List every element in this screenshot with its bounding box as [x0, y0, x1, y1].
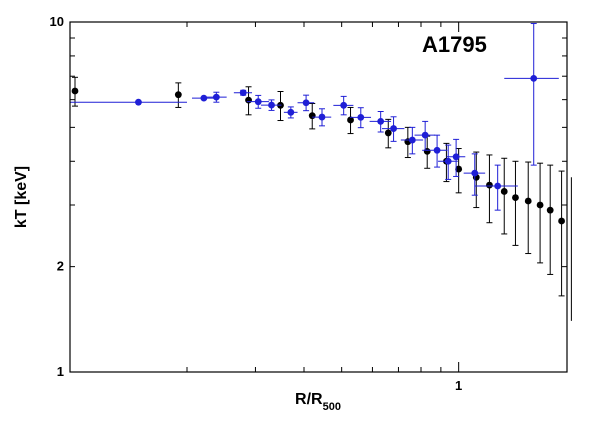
data-marker: [408, 136, 416, 144]
data-point: [333, 95, 354, 116]
data-point: [486, 154, 493, 224]
data-marker: [421, 131, 429, 139]
data-point: [205, 91, 227, 103]
data-point: [245, 86, 252, 116]
data-point: [191, 94, 215, 102]
data-point: [474, 164, 518, 211]
data-point: [446, 138, 466, 177]
x-axis-label: R/R500: [295, 391, 341, 413]
data-marker: [390, 125, 397, 132]
data-point: [70, 98, 187, 106]
data-point: [384, 118, 392, 149]
data-point: [297, 94, 315, 112]
data-marker: [308, 112, 316, 120]
plot-frame: [69, 21, 568, 373]
data-point: [233, 89, 253, 97]
data-point: [524, 161, 532, 255]
x-axis-label-subscript: 500: [323, 401, 341, 413]
x-axis-label-main: R/R: [295, 391, 323, 408]
data-marker: [558, 217, 565, 225]
data-marker: [494, 182, 502, 190]
data-marker: [239, 89, 247, 97]
data-marker: [287, 108, 295, 116]
data-marker: [486, 181, 493, 189]
data-marker: [455, 165, 463, 173]
data-point: [308, 102, 316, 130]
data-point: [546, 164, 554, 275]
data-point: [463, 153, 486, 196]
data-marker: [347, 116, 354, 124]
data-marker: [444, 157, 452, 165]
data-point: [174, 82, 182, 108]
data-marker: [254, 98, 262, 106]
data-marker: [452, 153, 460, 161]
data-marker: [524, 197, 532, 205]
data-marker: [433, 146, 441, 154]
data-point: [472, 151, 480, 209]
axis-ticks: 1 2 10 1: [50, 14, 567, 393]
data-marker: [245, 96, 252, 104]
data-marker: [200, 94, 208, 102]
data-point: [400, 126, 424, 155]
data-point: [71, 76, 79, 107]
data-point: [536, 162, 544, 264]
data-point: [260, 99, 282, 111]
data-marker: [471, 169, 479, 177]
data-point: [504, 23, 559, 166]
data-marker: [340, 101, 348, 109]
data-marker: [500, 188, 508, 195]
data-point: [414, 120, 436, 151]
data-marker: [546, 206, 554, 214]
data-marker: [530, 75, 538, 82]
data-point: [570, 177, 572, 321]
data-marker: [318, 113, 326, 121]
data-point: [349, 107, 372, 129]
data-point: [312, 108, 332, 127]
data-point: [438, 144, 458, 180]
x-tick-label: 1: [455, 378, 462, 393]
data-marker: [384, 129, 392, 137]
plot-content: [70, 23, 572, 321]
data-marker: [71, 87, 79, 95]
data-point: [277, 91, 284, 122]
data-point: [369, 110, 392, 133]
data-point: [426, 134, 448, 168]
data-point: [283, 106, 298, 119]
data-marker: [512, 194, 519, 201]
chart-title: A1795: [422, 32, 487, 57]
data-point: [347, 106, 354, 135]
data-marker: [174, 91, 182, 99]
data-point: [512, 160, 519, 246]
data-marker: [135, 98, 142, 106]
data-marker: [212, 93, 220, 101]
y-tick-label: 2: [57, 259, 64, 274]
data-marker: [357, 113, 365, 121]
data-point: [246, 94, 269, 109]
y-tick-label: 1: [57, 364, 64, 379]
data-marker: [302, 99, 310, 107]
data-point: [382, 116, 405, 142]
data-point: [558, 170, 565, 297]
y-axis-label: kT [keV]: [13, 166, 30, 228]
series-1: [70, 23, 559, 211]
data-marker: [536, 201, 544, 209]
data-point: [500, 157, 508, 235]
data-marker: [268, 101, 275, 109]
y-tick-label: 10: [50, 14, 64, 29]
data-marker: [377, 117, 385, 125]
